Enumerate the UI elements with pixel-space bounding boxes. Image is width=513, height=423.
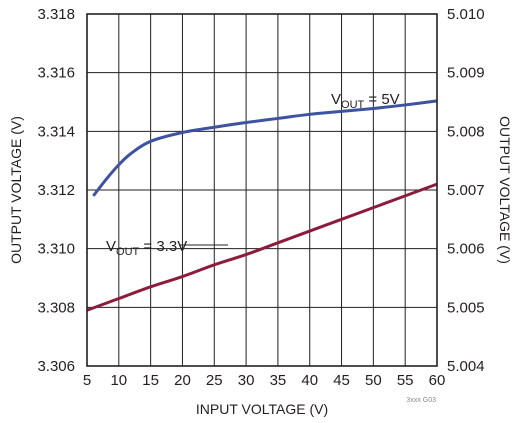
plot-frame <box>86 13 438 367</box>
left-y-tick-label: 3.310 <box>37 241 75 258</box>
x-tick-label: 45 <box>333 372 350 389</box>
x-tick-label: 50 <box>365 372 382 389</box>
right-y-tick-label: 5.004 <box>447 358 485 375</box>
x-tick-label: 55 <box>397 372 414 389</box>
x-tick-label: 30 <box>238 372 255 389</box>
left-y-tick-label: 3.306 <box>37 358 75 375</box>
grid-lines <box>87 14 437 366</box>
series-line-3v3 <box>86 182 438 312</box>
left-y-tick-label: 3.316 <box>37 65 75 82</box>
series-layer <box>86 99 438 312</box>
right-y-tick-label: 5.007 <box>447 182 485 199</box>
left-y-tick-label: 3.318 <box>37 6 75 23</box>
right-y-tick-label: 5.005 <box>447 299 485 316</box>
right-y-tick-label: 5.010 <box>447 6 485 23</box>
left-y-tick-label: 3.312 <box>37 182 75 199</box>
x-tick-label: 15 <box>142 372 159 389</box>
series-label-5v: VOUT = 5V <box>331 91 400 111</box>
right-y-tick-label: 5.008 <box>447 123 485 140</box>
x-tick-label: 10 <box>110 372 127 389</box>
left-y-axis-title: OUTPUT VOLTAGE (V) <box>8 116 24 264</box>
x-tick-label: 5 <box>83 372 91 389</box>
x-tick-label: 40 <box>301 372 318 389</box>
x-tick-label: 35 <box>270 372 287 389</box>
series-line-5v <box>92 99 438 197</box>
x-tick-label: 25 <box>206 372 223 389</box>
left-y-tick-label: 3.314 <box>37 123 75 140</box>
right-y-tick-label: 5.006 <box>447 241 485 258</box>
x-axis-title: INPUT VOLTAGE (V) <box>196 401 328 417</box>
series-label-3v3: VOUT = 3.3V <box>106 238 187 258</box>
tick-labels: 5 10 15 20 25 30 35 40 45 50 55 60 3.318 3.316 3.314 3.… <box>37 6 484 389</box>
right-y-axis-title: OUTPUT VOLTAGE (V) <box>497 116 513 264</box>
x-tick-label: 20 <box>174 372 191 389</box>
left-y-tick-label: 3.308 <box>37 299 75 316</box>
figure-id: 3xxx G03 <box>406 397 436 404</box>
right-y-tick-label: 5.009 <box>447 65 485 82</box>
x-tick-label: 60 <box>429 372 446 389</box>
